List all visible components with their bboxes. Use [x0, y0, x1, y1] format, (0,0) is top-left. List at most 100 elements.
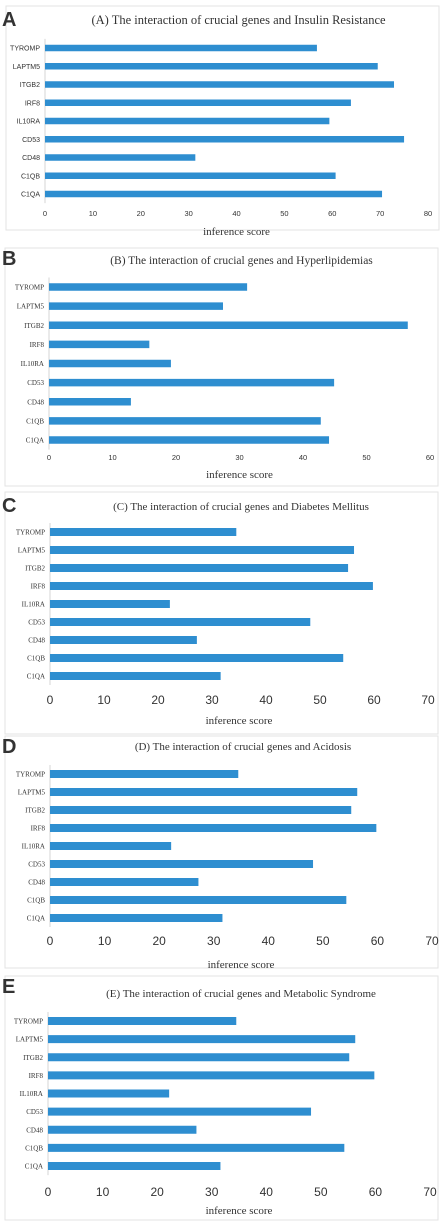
chart-c-category-label: IL10RA [22, 601, 45, 609]
chart-a-bar-c1qa [45, 190, 383, 198]
chart-a-bar-cd53 [45, 136, 405, 143]
chart-c-title: (C) The interaction of crucial genes and… [113, 501, 369, 513]
chart-e-category-label: C1QA [25, 1163, 43, 1171]
chart-e-x-tick-label: 0 [45, 1185, 52, 1199]
chart-b-category-label: C1QA [26, 437, 44, 445]
chart-b-category-label: CD53 [27, 379, 44, 387]
chart-a-category-label: CD53 [22, 137, 40, 144]
chart-b-x-tick-label: 10 [108, 453, 116, 462]
chart-b-category-label: ITGB2 [24, 322, 44, 330]
chart-b-bar-cd48 [49, 398, 131, 406]
chart-a-bar-il10ra [45, 117, 330, 125]
chart-c-category-label: C1QA [27, 673, 45, 681]
chart-d-frame [4, 735, 439, 969]
chart-a-category-label: IL10RA [17, 119, 41, 126]
chart-d-bar-c1qa [50, 914, 223, 922]
chart-c-x-tick-label: 30 [205, 693, 219, 707]
chart-d-x-tick-label: 20 [152, 934, 166, 948]
chart-b-frame [4, 247, 439, 487]
chart-d-bar-irf8 [50, 824, 377, 832]
chart-c-x-tick-label: 50 [313, 693, 327, 707]
panel-letter-c: C [2, 495, 16, 517]
chart-b-x-tick-label: 0 [47, 453, 51, 462]
chart-d-category-label: C1QA [27, 915, 45, 923]
chart-b-x-tick-label: 50 [362, 453, 370, 462]
chart-d-x-tick-label: 10 [98, 934, 112, 948]
chart-d-category-label: CD48 [28, 879, 45, 887]
chart-b-bar-itgb2 [49, 321, 408, 329]
chart-a-category-label: C1QB [21, 173, 40, 180]
chart-c-x-tick-label: 20 [151, 693, 165, 707]
chart-e-frame [4, 975, 439, 1221]
chart-c-bar-laptm5 [50, 546, 355, 554]
chart-b-title: (B) The interaction of crucial genes and… [110, 255, 373, 267]
chart-d-bar-cd48 [50, 878, 199, 886]
chart-a-category-label: C1QA [21, 192, 40, 199]
chart-b-bar-c1qb [49, 417, 321, 425]
chart-b-x-tick-label: 60 [426, 453, 434, 462]
chart-d-category-label: TYROMP [16, 771, 45, 779]
chart-e-bar-tyromp [48, 1017, 237, 1025]
chart-a-title: (A) The interaction of crucial genes and… [91, 13, 386, 27]
chart-a-x-tick-label: 30 [184, 209, 192, 218]
chart-e-category-label: IL10RA [20, 1090, 43, 1098]
chart-c-bar-c1qa [50, 672, 221, 680]
chart-e-title: (E) The interaction of crucial genes and… [106, 988, 376, 1000]
chart-c-x-tick-label: 0 [47, 693, 54, 707]
chart-e-category-label: CD48 [26, 1126, 43, 1134]
panel-letter-b: B [2, 248, 16, 270]
chart-c-bar-cd53 [50, 618, 311, 626]
chart-e-bar-c1qa [48, 1162, 221, 1170]
chart-a-category-label: CD48 [22, 155, 40, 162]
chart-c-category-label: ITGB2 [25, 565, 45, 573]
chart-b-category-label: LAPTM5 [17, 303, 45, 311]
chart-b-x-axis-title: inference score [206, 469, 273, 481]
chart-d-x-tick-label: 50 [316, 934, 330, 948]
chart-e-x-tick-label: 60 [369, 1185, 383, 1199]
chart-b-category-label: CD48 [27, 398, 44, 406]
chart-c-bar-cd48 [50, 636, 197, 644]
chart-c-frame [4, 491, 439, 735]
chart-a-x-tick-label: 80 [424, 209, 432, 218]
chart-c-category-label: CD48 [28, 637, 45, 645]
panel-letter-d: D [2, 736, 16, 758]
chart-e-x-tick-label: 20 [150, 1185, 164, 1199]
chart-d-x-tick-label: 70 [425, 934, 439, 948]
chart-d-category-label: ITGB2 [25, 807, 45, 815]
chart-e-category-label: TYROMP [14, 1018, 43, 1026]
chart-c-category-label: TYROMP [16, 529, 45, 537]
chart-a-bar-c1qb [45, 172, 336, 179]
chart-a-x-tick-label: 0 [43, 209, 47, 218]
chart-e-category-label: ITGB2 [23, 1054, 43, 1062]
chart-e-x-tick-label: 40 [260, 1185, 274, 1199]
chart-a-bar-laptm5 [45, 63, 378, 70]
chart-a-x-tick-label: 40 [232, 209, 240, 218]
chart-c-x-tick-label: 70 [421, 693, 435, 707]
chart-d-x-tick-label: 30 [207, 934, 221, 948]
chart-b-x-tick-label: 20 [172, 453, 180, 462]
chart-a-category-label: IRF8 [25, 100, 40, 107]
chart-d-category-label: LAPTM5 [18, 789, 46, 797]
chart-a-bar-cd48 [45, 154, 196, 161]
chart-b-bar-tyromp [49, 283, 248, 291]
chart-a-category-label: TYROMP [10, 46, 40, 53]
chart-c-category-label: IRF8 [31, 583, 46, 591]
chart-e-x-tick-label: 30 [205, 1185, 219, 1199]
chart-d-category-label: IRF8 [31, 825, 46, 833]
chart-e-category-label: LAPTM5 [16, 1036, 44, 1044]
chart-c-bar-irf8 [50, 582, 373, 590]
chart-b-category-label: IRF8 [30, 341, 45, 349]
chart-a-x-axis-title: inference score [203, 226, 270, 238]
chart-c-bar-itgb2 [50, 564, 349, 572]
chart-e-bar-cd48 [48, 1125, 197, 1134]
chart-d-bar-itgb2 [50, 806, 352, 814]
chart-c-x-tick-label: 40 [259, 693, 273, 707]
chart-b-category-label: C1QB [26, 417, 44, 425]
chart-a-category-label: LAPTM5 [13, 64, 40, 71]
chart-d-bar-c1qb [50, 896, 347, 904]
chart-b-x-tick-label: 30 [235, 453, 243, 462]
panel-letter-a: A [2, 9, 16, 31]
chart-e-x-axis-title: inference score [206, 1205, 273, 1217]
chart-e-bar-itgb2 [48, 1053, 350, 1062]
chart-b-x-tick-label: 40 [299, 453, 307, 462]
